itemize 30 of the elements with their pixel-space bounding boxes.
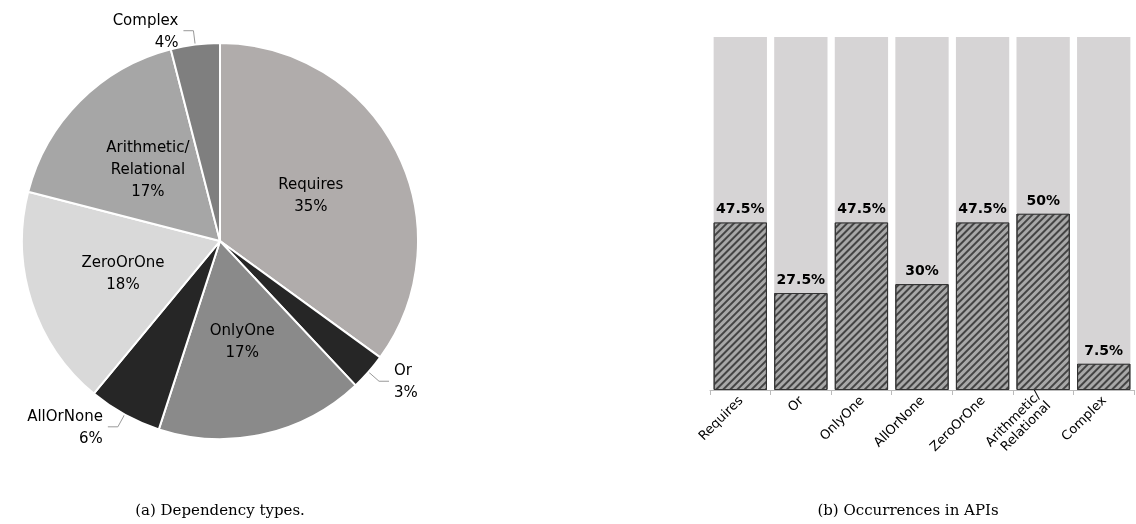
bar <box>774 37 828 293</box>
data-label: 4% <box>154 32 179 51</box>
data-label: 6% <box>79 428 103 447</box>
slice-label: Complex <box>112 10 179 29</box>
slice-label: Or <box>394 361 413 380</box>
data-label: 3% <box>394 383 418 402</box>
text: (a) Dependency types. <box>135 500 305 519</box>
data-label: 18% <box>106 274 140 293</box>
data-label: 47.5% <box>958 200 1007 217</box>
slice-label: ZeroOrOne <box>81 252 165 271</box>
data-label: 50% <box>1026 191 1060 208</box>
bar <box>834 37 889 223</box>
bar <box>1077 37 1131 364</box>
data-label: 30% <box>905 262 939 279</box>
data-label: 47.5% <box>837 200 886 217</box>
bar <box>1016 37 1070 214</box>
bar <box>713 37 767 223</box>
slice-label: Requires <box>278 174 344 193</box>
data-label: 27.5% <box>776 270 826 287</box>
slice-label: OnlyOne <box>209 320 275 339</box>
slice-label: Arithmetic/ Relational <box>106 137 191 178</box>
data-label: 35% <box>294 196 328 215</box>
x-tick-label: Or <box>784 392 807 415</box>
bar <box>895 37 949 285</box>
data-label: 7.5% <box>1084 341 1124 358</box>
data-label: 47.5% <box>716 200 765 217</box>
text: (b) Occurrences in APIs <box>817 500 999 519</box>
bar <box>955 37 1010 223</box>
data-label: 17% <box>131 181 165 200</box>
data-label: 17% <box>225 342 259 361</box>
